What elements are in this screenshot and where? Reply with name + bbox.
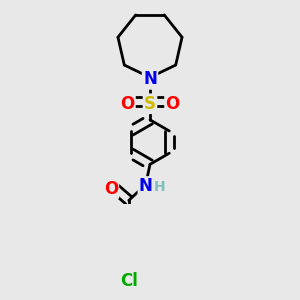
Text: N: N — [143, 70, 157, 88]
Text: O: O — [120, 95, 134, 113]
Text: N: N — [139, 178, 153, 196]
Text: H: H — [154, 180, 166, 194]
Text: Cl: Cl — [120, 272, 138, 290]
Text: O: O — [103, 180, 118, 198]
Text: S: S — [144, 95, 156, 113]
Text: O: O — [166, 95, 180, 113]
